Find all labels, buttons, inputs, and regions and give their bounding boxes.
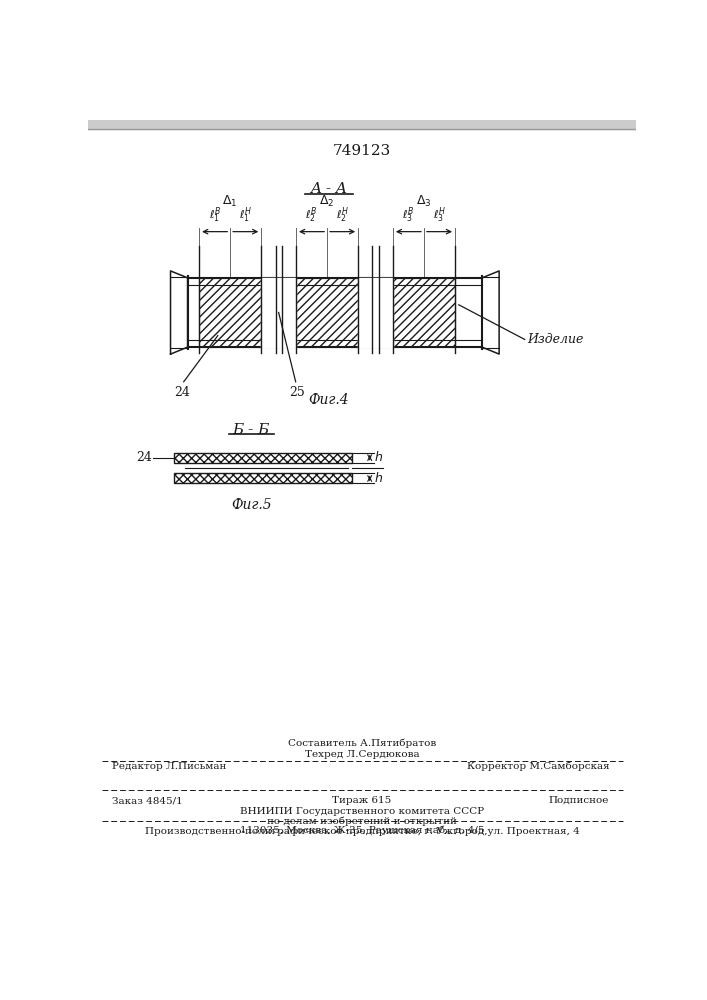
Bar xyxy=(393,278,455,347)
Bar xyxy=(296,278,358,347)
Text: Производственно-полиграфическое предприятие, г. Ужгород,ул. Проектная, 4: Производственно-полиграфическое предприя… xyxy=(144,827,579,836)
Text: h: h xyxy=(374,472,382,485)
Bar xyxy=(174,453,352,463)
Text: ВНИИПИ Государственного комитета СССР: ВНИИПИ Государственного комитета СССР xyxy=(240,807,484,816)
Text: 24: 24 xyxy=(174,386,190,399)
Text: $\ell_1^B$: $\ell_1^B$ xyxy=(209,206,221,225)
Polygon shape xyxy=(88,120,636,129)
Polygon shape xyxy=(261,278,296,347)
Text: $\Delta_1$: $\Delta_1$ xyxy=(223,193,238,209)
Text: Изделие: Изделие xyxy=(527,333,583,346)
Text: Заказ 4845/1: Заказ 4845/1 xyxy=(112,796,182,805)
Text: $\ell_3^H$: $\ell_3^H$ xyxy=(433,206,446,225)
Text: 749123: 749123 xyxy=(333,144,391,158)
Polygon shape xyxy=(199,278,261,347)
Text: по делам изобретений и открытий: по делам изобретений и открытий xyxy=(267,816,457,826)
Text: $\ell_2^H$: $\ell_2^H$ xyxy=(336,206,349,225)
Polygon shape xyxy=(482,271,499,354)
Text: $\Delta_2$: $\Delta_2$ xyxy=(320,193,334,209)
Bar xyxy=(199,278,261,347)
Text: Корректор М.Самборская: Корректор М.Самборская xyxy=(467,761,609,771)
Text: Составитель А.Пятибратов: Составитель А.Пятибратов xyxy=(288,739,436,748)
Text: A - A: A - A xyxy=(310,182,347,196)
Text: Фиг.4: Фиг.4 xyxy=(308,393,349,407)
Text: $\Delta_3$: $\Delta_3$ xyxy=(416,193,432,209)
Text: $\ell_2^B$: $\ell_2^B$ xyxy=(305,206,317,225)
Polygon shape xyxy=(358,278,393,347)
Polygon shape xyxy=(393,278,455,347)
Bar xyxy=(174,473,352,483)
Text: Редактор Л.Письман: Редактор Л.Письман xyxy=(112,762,226,771)
Text: $\ell_1^H$: $\ell_1^H$ xyxy=(239,206,252,225)
Text: Фиг.5: Фиг.5 xyxy=(230,498,271,512)
Text: 113035, Москва, Ж-35, Раушская наб., д. 4/5: 113035, Москва, Ж-35, Раушская наб., д. … xyxy=(240,825,484,835)
Text: Подписное: Подписное xyxy=(549,796,609,805)
Polygon shape xyxy=(296,278,358,347)
Text: h: h xyxy=(374,451,382,464)
Text: Б - Б: Б - Б xyxy=(233,423,270,437)
Text: Тираж 615: Тираж 615 xyxy=(332,796,392,805)
Text: Техред Л.Сердюкова: Техред Л.Сердюкова xyxy=(305,750,419,759)
Text: 25: 25 xyxy=(289,386,305,399)
Text: 24: 24 xyxy=(136,451,152,464)
Text: $\ell_3^B$: $\ell_3^B$ xyxy=(402,206,414,225)
Polygon shape xyxy=(170,271,187,354)
